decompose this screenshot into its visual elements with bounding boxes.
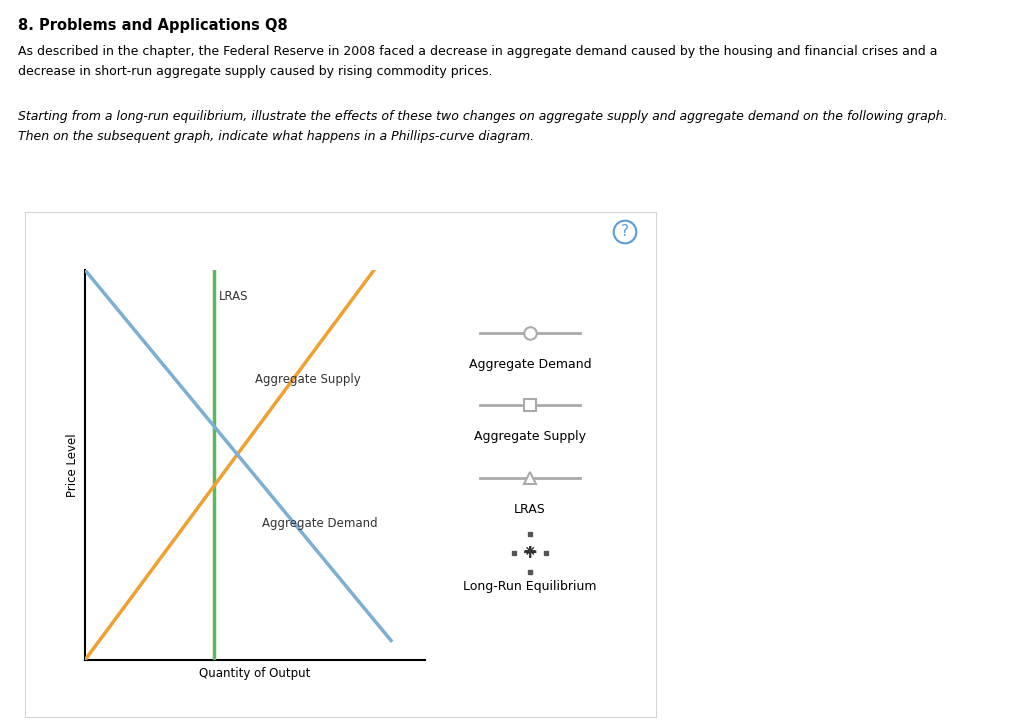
Text: ⁕: ⁕ xyxy=(522,544,539,563)
Text: decrease in short-run aggregate supply caused by rising commodity prices.: decrease in short-run aggregate supply c… xyxy=(18,65,493,78)
Y-axis label: Price Level: Price Level xyxy=(67,433,80,497)
X-axis label: Quantity of Output: Quantity of Output xyxy=(200,667,310,680)
Text: As described in the chapter, the Federal Reserve in 2008 faced a decrease in agg: As described in the chapter, the Federal… xyxy=(18,45,938,58)
Text: LRAS: LRAS xyxy=(219,290,249,303)
Text: +: + xyxy=(522,544,539,563)
Text: Long-Run Equilibrium: Long-Run Equilibrium xyxy=(463,580,597,593)
Text: Aggregate Supply: Aggregate Supply xyxy=(255,373,360,386)
Text: Aggregate Supply: Aggregate Supply xyxy=(474,430,586,443)
Text: Starting from a long-run equilibrium, illustrate the effects of these two change: Starting from a long-run equilibrium, il… xyxy=(18,110,947,123)
Text: Then on the subsequent graph, indicate what happens in a Phillips-curve diagram.: Then on the subsequent graph, indicate w… xyxy=(18,130,535,143)
Text: ?: ? xyxy=(621,224,629,240)
Text: 8. Problems and Applications Q8: 8. Problems and Applications Q8 xyxy=(18,18,288,33)
Text: Aggregate Demand: Aggregate Demand xyxy=(262,517,378,530)
Text: Aggregate Demand: Aggregate Demand xyxy=(469,358,591,371)
Text: LRAS: LRAS xyxy=(514,503,546,516)
